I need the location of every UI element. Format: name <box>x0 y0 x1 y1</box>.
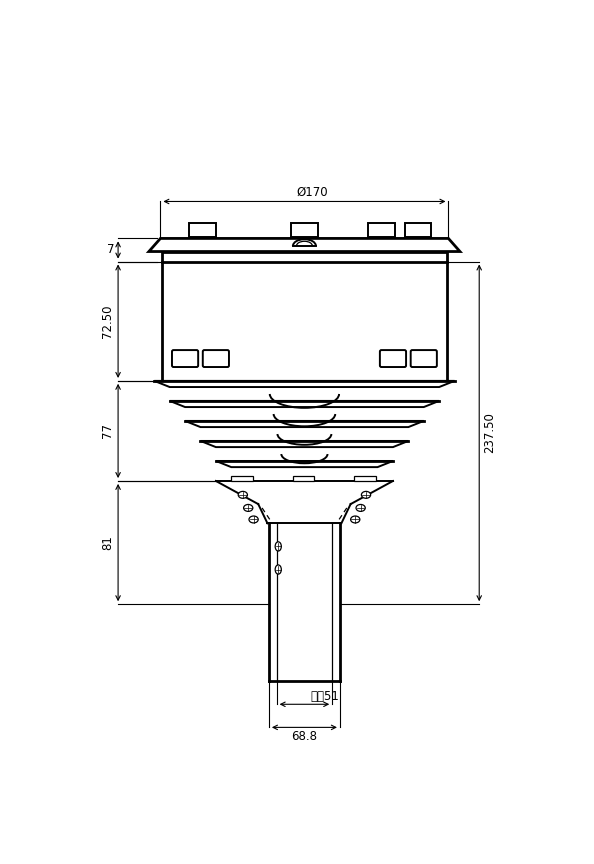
Ellipse shape <box>350 516 360 523</box>
FancyBboxPatch shape <box>203 350 229 367</box>
FancyBboxPatch shape <box>172 350 198 367</box>
Bar <box>355 475 376 481</box>
Text: 7: 7 <box>107 244 114 257</box>
Bar <box>231 475 253 481</box>
Bar <box>293 475 314 481</box>
Polygon shape <box>170 401 439 407</box>
FancyBboxPatch shape <box>380 350 406 367</box>
Text: 81: 81 <box>101 535 114 550</box>
Text: Ø170: Ø170 <box>296 186 328 199</box>
Ellipse shape <box>361 492 371 499</box>
Ellipse shape <box>275 565 282 575</box>
Text: 68.8: 68.8 <box>292 730 317 743</box>
Polygon shape <box>185 421 424 427</box>
Ellipse shape <box>275 542 282 551</box>
Text: 内弲51: 内弲51 <box>311 689 339 702</box>
Polygon shape <box>149 238 460 251</box>
Text: 237.50: 237.50 <box>483 412 496 454</box>
Polygon shape <box>216 461 393 467</box>
Ellipse shape <box>356 505 365 511</box>
Text: 72.50: 72.50 <box>101 304 114 338</box>
Polygon shape <box>200 441 409 447</box>
FancyBboxPatch shape <box>410 350 437 367</box>
Bar <box>290 223 318 237</box>
Bar <box>162 251 447 262</box>
Bar <box>368 223 395 237</box>
Bar <box>189 223 216 237</box>
Ellipse shape <box>249 516 258 523</box>
Polygon shape <box>154 381 454 387</box>
Text: 77: 77 <box>101 423 114 438</box>
Ellipse shape <box>238 492 248 499</box>
Bar <box>405 223 431 237</box>
Ellipse shape <box>244 505 253 511</box>
